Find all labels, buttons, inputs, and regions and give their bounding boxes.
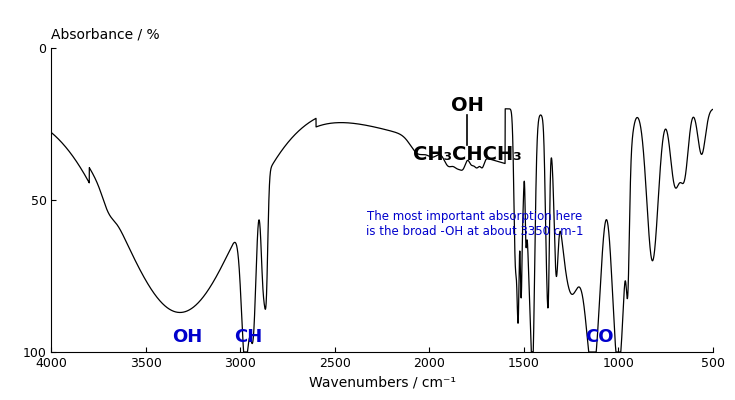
Text: OH: OH	[451, 96, 484, 115]
Text: CH: CH	[234, 328, 262, 346]
Text: The most important absorption here
is the broad -OH at about 3350 cm-1: The most important absorption here is th…	[366, 210, 584, 238]
Text: CH₃CHCH₃: CH₃CHCH₃	[413, 145, 522, 164]
Text: Absorbance / %: Absorbance / %	[51, 28, 160, 42]
Text: CO: CO	[585, 328, 614, 346]
X-axis label: Wavenumbers / cm⁻¹: Wavenumbers / cm⁻¹	[309, 376, 456, 390]
Text: OH: OH	[173, 328, 203, 346]
